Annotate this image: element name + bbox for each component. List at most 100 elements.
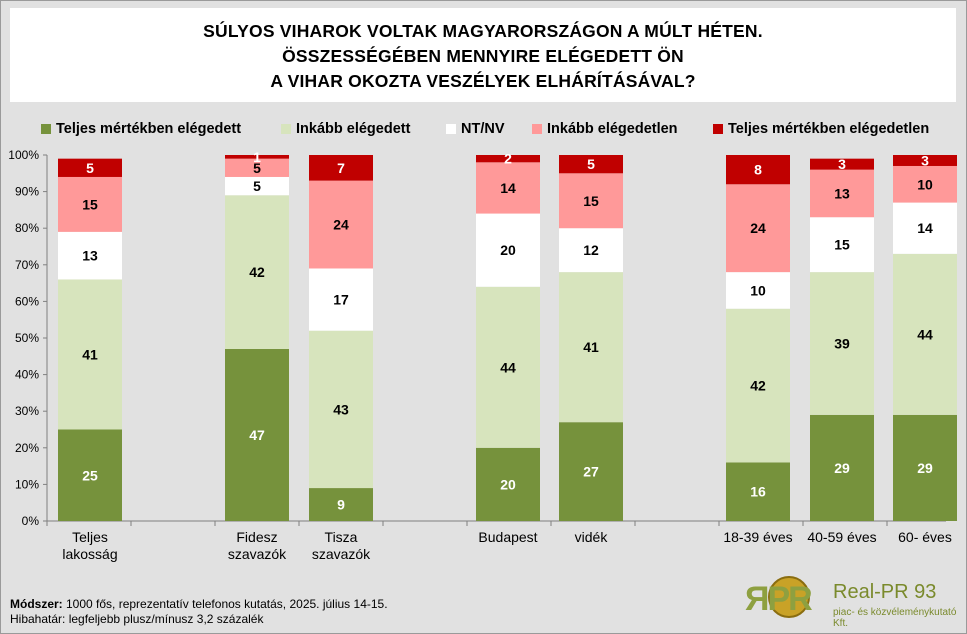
bar-segment <box>58 429 122 521</box>
method-label: Módszer: <box>10 597 63 611</box>
bar-segment <box>225 155 289 159</box>
y-tick-label: 40% <box>15 368 39 382</box>
data-label: 39 <box>834 335 850 351</box>
bar-segment <box>559 173 623 229</box>
bar-segment <box>225 348 289 521</box>
data-label: 44 <box>500 359 516 375</box>
bar-segment <box>810 217 874 273</box>
bar-segment <box>559 422 623 521</box>
chart-title: SÚLYOS VIHAROK VOLTAK MAGYARORSZÁGON A M… <box>10 8 956 102</box>
x-category-label: 18-39 éves <box>723 529 792 545</box>
bar-segment <box>893 414 957 521</box>
data-label: 29 <box>917 460 933 476</box>
data-label: 42 <box>750 378 766 394</box>
data-label: 7 <box>337 160 345 176</box>
methodology-note: Módszer: 1000 fős, reprezentatív telefon… <box>10 597 388 627</box>
bar-segment <box>810 272 874 415</box>
bar-segment <box>893 155 957 166</box>
logo-seal-icon <box>768 576 810 618</box>
bar-segment <box>893 165 957 203</box>
legend-label: Teljes mértékben elégedetlen <box>728 121 930 137</box>
x-category-label: Fidesz <box>236 529 277 545</box>
y-tick-label: 20% <box>15 441 39 455</box>
data-label: 20 <box>500 242 516 258</box>
data-label: 20 <box>500 476 516 492</box>
data-label: 3 <box>921 152 929 168</box>
bar-segment <box>225 158 289 177</box>
data-label: 2 <box>504 151 512 167</box>
x-category-label: szavazók <box>228 546 287 562</box>
legend-swatch <box>281 124 291 134</box>
data-label: 44 <box>917 326 933 342</box>
x-category-label: Budapest <box>478 529 537 545</box>
data-label: 1 <box>253 149 261 165</box>
x-category-label: lakosság <box>62 546 117 562</box>
legend-swatch <box>532 124 542 134</box>
legend-label: Teljes mértékben elégedett <box>56 121 242 137</box>
logo-name: Real-PR 93 <box>833 581 937 603</box>
legend: Teljes mértékben elégedett Inkább elégede… <box>1 119 967 141</box>
bar-segment <box>726 184 790 273</box>
bar-segment <box>58 158 122 177</box>
x-category-label: 40-59 éves <box>807 529 876 545</box>
data-label: 14 <box>500 180 516 196</box>
y-tick-label: 0% <box>22 514 40 528</box>
error-margin-text: Hibahatár: legfeljebb plusz/mínusz 3,2 s… <box>10 612 264 626</box>
bar-segment <box>225 195 289 349</box>
data-label: 29 <box>834 460 850 476</box>
y-tick-label: 10% <box>15 477 39 491</box>
data-label: 15 <box>583 193 599 209</box>
data-label: 10 <box>750 282 766 298</box>
data-label: 41 <box>583 339 599 355</box>
bar-segment <box>58 231 122 280</box>
bar-segment <box>559 228 623 273</box>
x-category-label: szavazók <box>312 546 371 562</box>
legend-swatch <box>446 124 456 134</box>
bar-segment <box>726 272 790 309</box>
legend-item: NT/NV <box>446 119 505 139</box>
legend-swatch <box>713 124 723 134</box>
bar-segment <box>559 155 623 174</box>
data-label: 42 <box>249 264 265 280</box>
bar-segment <box>810 414 874 521</box>
x-category-label: 60- éves <box>898 529 952 545</box>
data-label: 5 <box>587 156 595 172</box>
data-label: 9 <box>337 497 345 513</box>
data-label: 27 <box>583 464 599 480</box>
title-line-3: A VIHAR OKOZTA VESZÉLYEK ELHÁRÍTÁSÁVAL? <box>270 71 696 91</box>
bar-segment <box>58 176 122 232</box>
data-label: 15 <box>82 196 98 212</box>
method-text: 1000 fős, reprezentatív telefonos kutatá… <box>62 597 388 611</box>
legend-item: Inkább elégedett <box>281 119 410 139</box>
data-label: 24 <box>333 217 349 233</box>
y-tick-label: 90% <box>15 185 39 199</box>
bar-segment <box>476 286 540 448</box>
y-tick-label: 70% <box>15 258 39 272</box>
bar-segment <box>559 272 623 423</box>
legend-item: Inkább elégedetlen <box>532 119 678 139</box>
company-logo: ЯPR Real-PR 93 piac- és közvéleménykutat… <box>741 573 961 631</box>
data-label: 16 <box>750 484 766 500</box>
bar-segment <box>309 180 373 269</box>
data-label: 13 <box>834 185 850 201</box>
legend-item: Teljes mértékben elégedetlen <box>713 119 929 139</box>
logo-mark: ЯPR <box>745 580 813 618</box>
bar-segment <box>476 447 540 521</box>
bar-segment <box>476 213 540 287</box>
stacked-bar-chart: 0%10%20%30%40%50%60%70%80%90%100%2541131… <box>8 148 957 562</box>
legend-item: Teljes mértékben elégedett <box>41 119 241 139</box>
data-label: 41 <box>82 346 98 362</box>
y-tick-label: 80% <box>15 221 39 235</box>
data-label: 14 <box>917 220 933 236</box>
data-label: 5 <box>253 160 261 176</box>
data-label: 10 <box>917 176 933 192</box>
data-label: 12 <box>583 242 599 258</box>
bar-segment <box>309 488 373 521</box>
x-category-label: vidék <box>575 529 609 545</box>
data-label: 47 <box>249 427 265 443</box>
bar-segment <box>225 176 289 196</box>
data-label: 25 <box>82 467 98 483</box>
data-label: 17 <box>333 292 349 308</box>
y-tick-label: 100% <box>8 148 39 162</box>
